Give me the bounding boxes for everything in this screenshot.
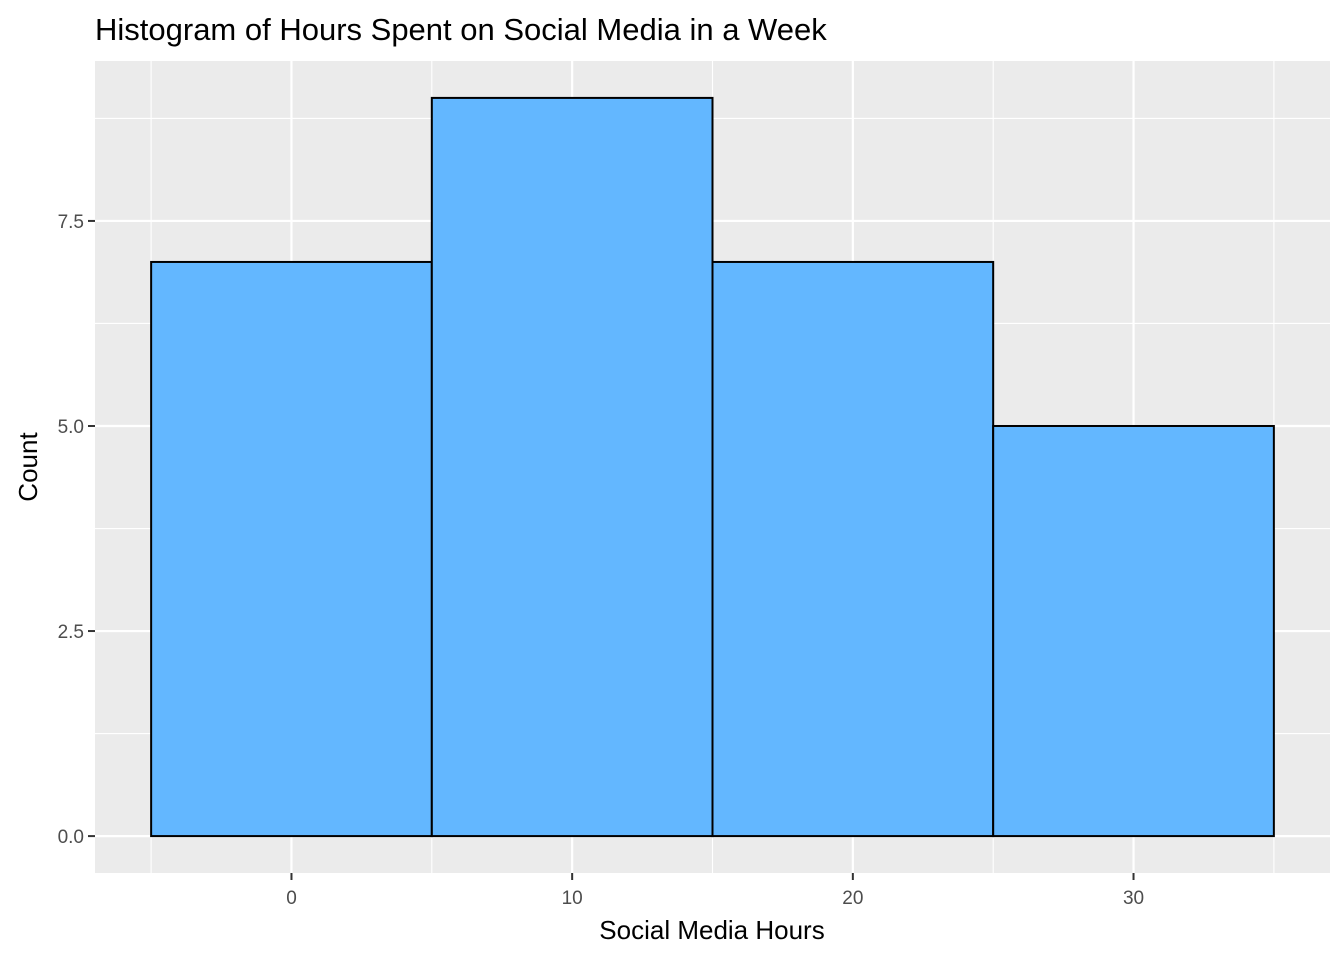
- histogram-bar: [992, 424, 1275, 838]
- y-tick-label: 5.0: [58, 417, 84, 438]
- y-axis-title: Count: [13, 432, 43, 502]
- histogram-bars: [150, 96, 1275, 838]
- y-tick-label: 2.5: [58, 622, 84, 643]
- x-tick-label: 30: [1123, 888, 1144, 909]
- histogram-bar: [150, 260, 433, 838]
- x-tick-label: 20: [842, 888, 863, 909]
- chart-title: Histogram of Hours Spent on Social Media…: [95, 12, 827, 47]
- x-axis-title: Social Media Hours: [599, 915, 824, 945]
- x-axis-ticks: 0 10 20 30: [286, 873, 1144, 909]
- x-tick-label: 0: [286, 888, 297, 909]
- x-tick-label: 10: [562, 888, 583, 909]
- histogram-bar: [430, 96, 714, 838]
- y-tick-label: 7.5: [58, 212, 84, 233]
- histogram-bar: [711, 260, 995, 838]
- y-axis-ticks: 0.0 2.5 5.0 7.5: [58, 212, 95, 848]
- y-tick-label: 0.0: [58, 827, 84, 848]
